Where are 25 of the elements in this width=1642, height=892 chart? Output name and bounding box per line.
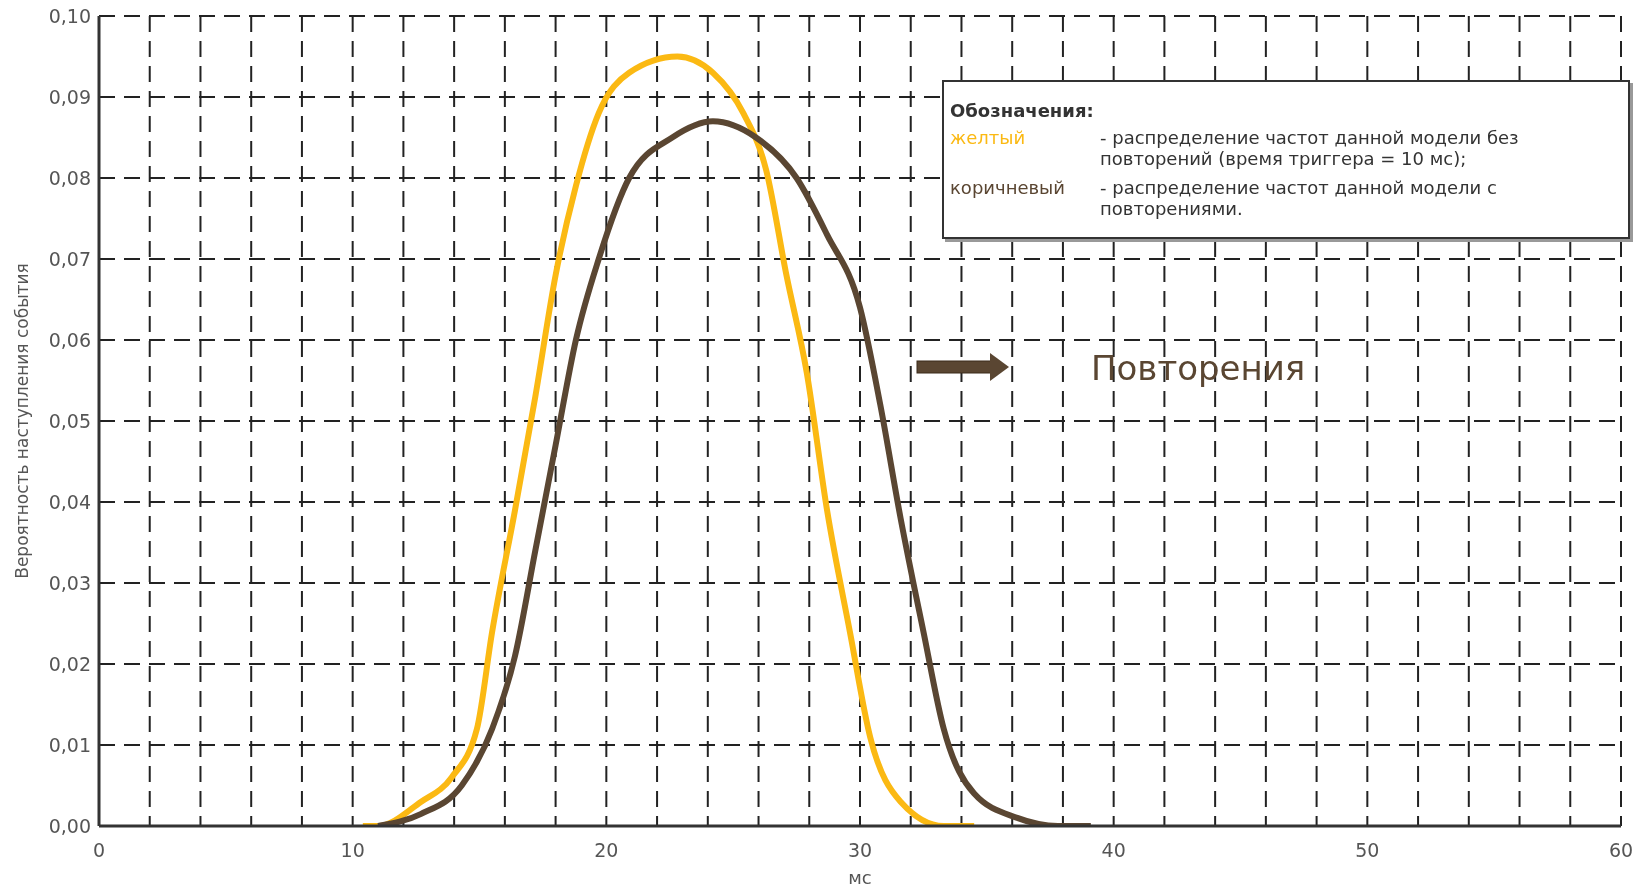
y-tick-label: 0,08 — [48, 166, 91, 189]
y-tick-label: 0,00 — [48, 814, 91, 837]
y-axis-title: Вероятность наступления события — [12, 263, 33, 579]
legend-card: Обозначения: желтый - распределение частот данной модели без повторений (время триггера = 10 мс); коричневый - распределение частот данной модели с повторениями. — [942, 80, 1630, 239]
x-tick-label: 30 — [847, 839, 873, 862]
x-tick-label: 0 — [92, 839, 106, 862]
annotation: - распределение частот данной модели без повторений (время триггера = 10 мс); — [1100, 127, 1520, 169]
legend-title: Обозначения: — [950, 100, 1095, 121]
y-tick-label: 0,09 — [48, 85, 91, 108]
x-axis-title: мс — [848, 867, 872, 888]
x-tick-label: 20 — [594, 839, 619, 862]
y-tick-label: 0,05 — [48, 409, 91, 432]
x-tick-label: 10 — [340, 839, 365, 862]
y-tick-label: 0,03 — [48, 571, 91, 594]
y-tick-label: 0,01 — [48, 733, 91, 756]
y-tick-label: 0,02 — [48, 652, 91, 675]
y-tick-label: 0,06 — [48, 328, 91, 351]
y-tick-label: 0,07 — [48, 247, 91, 270]
annotation: Повторения — [1091, 348, 1306, 388]
y-tick-label: 0,10 — [48, 4, 91, 27]
x-tick-label: 50 — [1355, 839, 1380, 862]
x-tick-label: 40 — [1101, 839, 1126, 862]
x-tick-label: 60 — [1608, 839, 1634, 862]
annotation: - распределение частот данной модели с повторениями. — [1100, 177, 1498, 219]
y-tick-label: 0,04 — [48, 490, 91, 513]
